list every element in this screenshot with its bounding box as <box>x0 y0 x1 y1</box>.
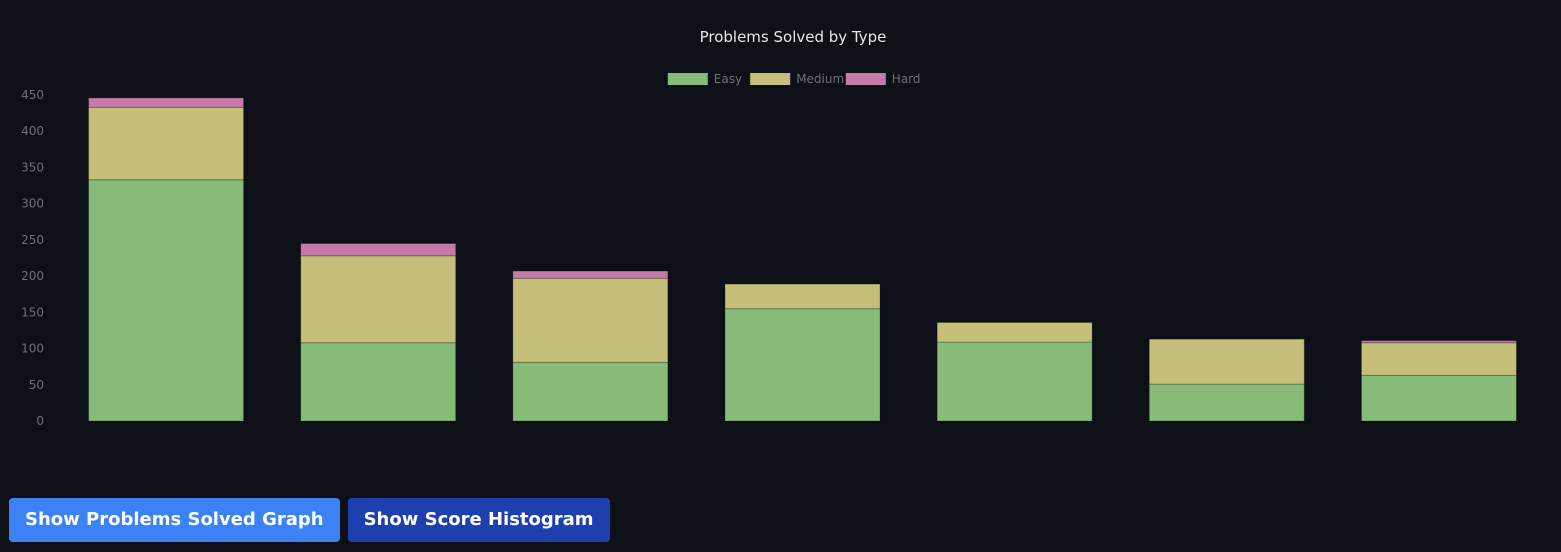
legend-label-easy: Easy <box>714 72 742 86</box>
y-tick-label: 300 <box>21 197 44 211</box>
y-tick-label: 200 <box>21 269 44 283</box>
bar-medium-1[interactable] <box>88 106 245 181</box>
y-tick-label: 400 <box>21 124 44 138</box>
bar-hard-3[interactable] <box>512 270 669 279</box>
bar-medium-2[interactable] <box>300 255 457 344</box>
button-row: Show Problems Solved Graph Show Score Hi… <box>9 498 610 542</box>
legend-swatch-easy <box>667 73 708 85</box>
legend-label-hard: Hard <box>892 72 921 86</box>
bar-easy-6[interactable] <box>1148 383 1305 422</box>
bar-easy-2[interactable] <box>300 342 457 422</box>
y-tick-label: 0 <box>36 414 44 428</box>
bar-hard-1[interactable] <box>88 97 245 108</box>
legend-label-medium: Medium <box>796 72 844 86</box>
bar-hard-2[interactable] <box>300 243 457 257</box>
legend-swatch-medium <box>750 73 791 85</box>
bar-hard-7[interactable] <box>1360 340 1517 344</box>
bar-easy-1[interactable] <box>88 179 245 422</box>
y-tick-label: 350 <box>21 160 44 174</box>
y-tick-label: 150 <box>21 305 44 319</box>
bar-easy-3[interactable] <box>512 361 669 422</box>
legend-swatch-hard <box>845 73 886 85</box>
y-tick-label: 250 <box>21 233 44 247</box>
bar-easy-4[interactable] <box>724 308 881 422</box>
chart-title: Problems Solved by Type <box>700 28 887 46</box>
bar-easy-5[interactable] <box>936 341 1093 422</box>
bar-medium-6[interactable] <box>1148 338 1305 385</box>
bar-easy-7[interactable] <box>1360 374 1517 422</box>
show-score-histogram-button[interactable]: Show Score Histogram <box>347 498 610 542</box>
bar-medium-5[interactable] <box>936 321 1093 343</box>
bar-medium-3[interactable] <box>512 277 669 363</box>
bar-medium-4[interactable] <box>724 283 881 310</box>
y-tick-label: 50 <box>29 378 44 392</box>
y-tick-label: 450 <box>21 88 44 102</box>
show-problems-solved-graph-button[interactable]: Show Problems Solved Graph <box>9 498 340 542</box>
y-tick-label: 100 <box>21 342 44 356</box>
bar-medium-7[interactable] <box>1360 342 1517 376</box>
stacked-bar-chart: Problems Solved by Type Easy Medium Hard 0 50… <box>21 28 1517 428</box>
